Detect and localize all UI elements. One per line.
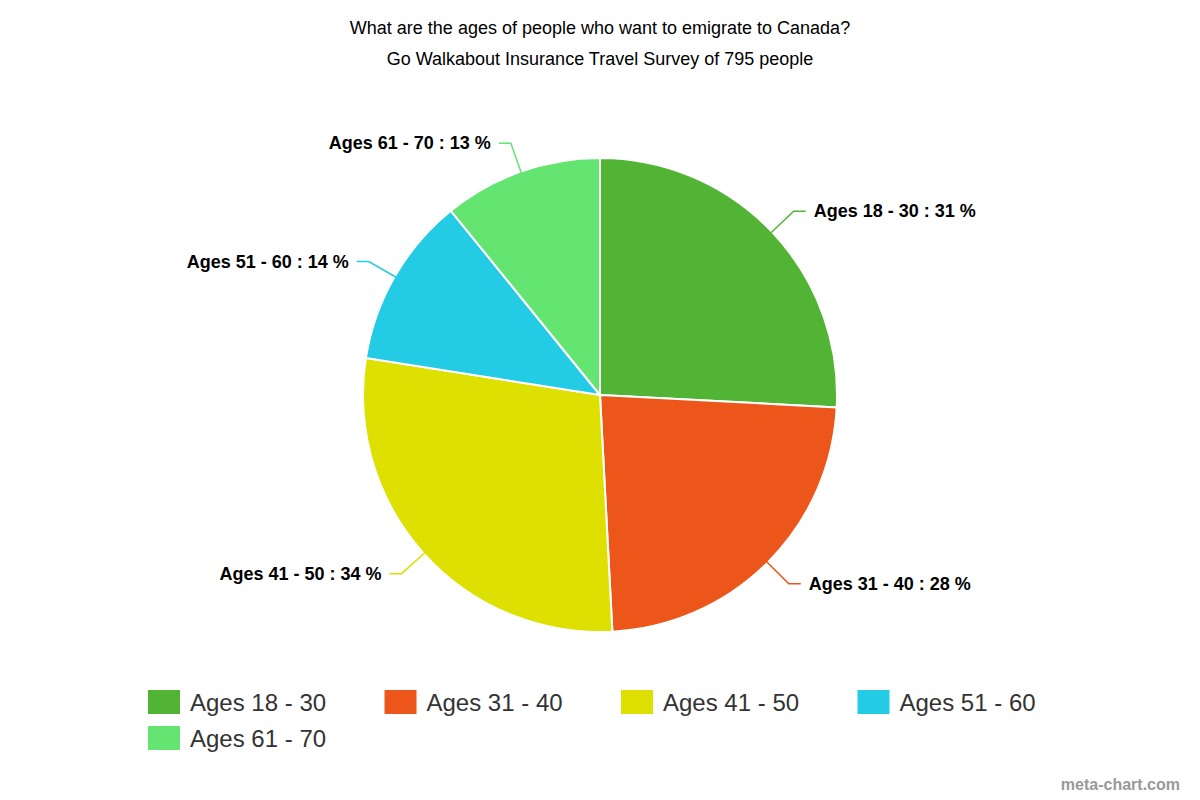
leader-line: [499, 143, 522, 173]
pie-slice: [600, 395, 837, 632]
title: What are the ages of people who want to …: [350, 18, 850, 38]
legend-label: Ages 61 - 70: [190, 725, 326, 752]
leader-line: [766, 561, 801, 584]
legend-swatch: [148, 690, 180, 714]
legend-swatch: [858, 690, 890, 714]
legend-label: Ages 31 - 40: [427, 689, 563, 716]
slices: [363, 158, 837, 632]
chart: What are the ages of people who want to …: [0, 0, 1200, 800]
legend-swatch: [621, 690, 653, 714]
pie-slice: [363, 358, 612, 632]
legend-label: Ages 18 - 30: [190, 689, 326, 716]
pie-slice: [600, 158, 837, 407]
data-label: Ages 51 - 60 : 14 %: [187, 252, 349, 272]
data-labels: Ages 18 - 30 : 31 % Ages 31 - 40 : 28 % Ag…: [187, 133, 976, 593]
leader-line: [770, 211, 805, 233]
legend-label: Ages 51 - 60: [900, 689, 1036, 716]
leader-line: [357, 262, 397, 278]
legend-swatch: [148, 726, 180, 750]
data-label: Ages 31 - 40 : 28 %: [809, 574, 971, 594]
legend-swatch: [385, 690, 417, 714]
legend-label: Ages 41 - 50: [663, 689, 799, 716]
data-label: Ages 18 - 30 : 31 %: [814, 201, 976, 221]
data-label: Ages 61 - 70 : 13 %: [329, 133, 491, 153]
credit: meta-chart.com: [1061, 776, 1180, 793]
legend: Ages 18 - 30 Ages 31 - 40 Ages 41 - 50 Ages…: [148, 689, 1036, 752]
leader-line: [390, 552, 426, 573]
pie-slice: [451, 158, 600, 395]
subtitle: Go Walkabout Insurance Travel Survey of …: [387, 49, 814, 69]
data-label: Ages 41 - 50 : 34 %: [219, 564, 381, 584]
